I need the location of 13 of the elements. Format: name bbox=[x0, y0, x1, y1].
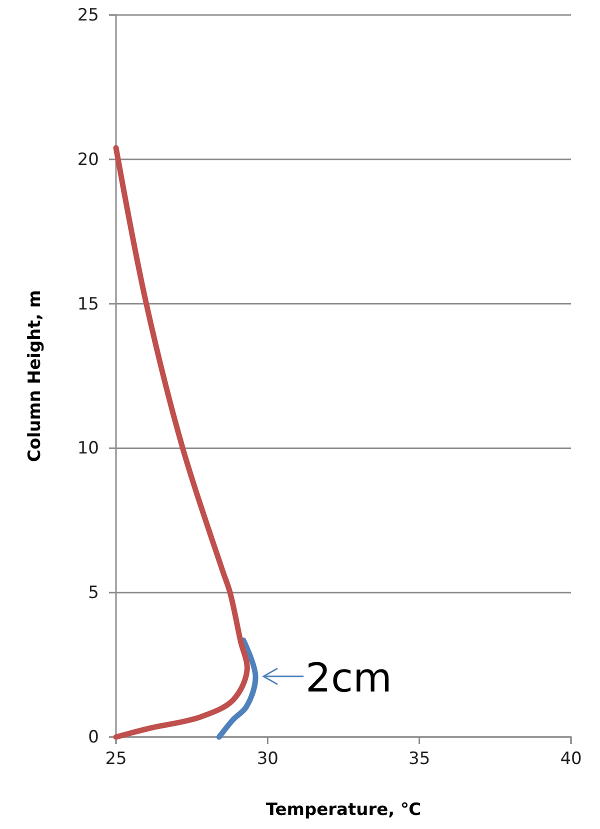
x-tick-label: 40 bbox=[560, 749, 582, 770]
y-tick-label: 15 bbox=[77, 294, 99, 314]
y-tick-label: 20 bbox=[77, 150, 99, 170]
y-axis-title: Column Height, m bbox=[25, 290, 45, 462]
x-tick-label: 25 bbox=[105, 749, 127, 770]
annotation: 2cm bbox=[306, 655, 392, 702]
y-tick-label: 10 bbox=[77, 438, 99, 459]
x-axis-title: Temperature, ℃ bbox=[266, 800, 422, 820]
y-tick-label: 5 bbox=[88, 583, 99, 604]
x-tick-label: 30 bbox=[256, 749, 278, 770]
y-tick-label: 25 bbox=[77, 5, 99, 26]
y-tick-label: 0 bbox=[88, 727, 99, 748]
x-tick-label: 35 bbox=[408, 749, 430, 770]
